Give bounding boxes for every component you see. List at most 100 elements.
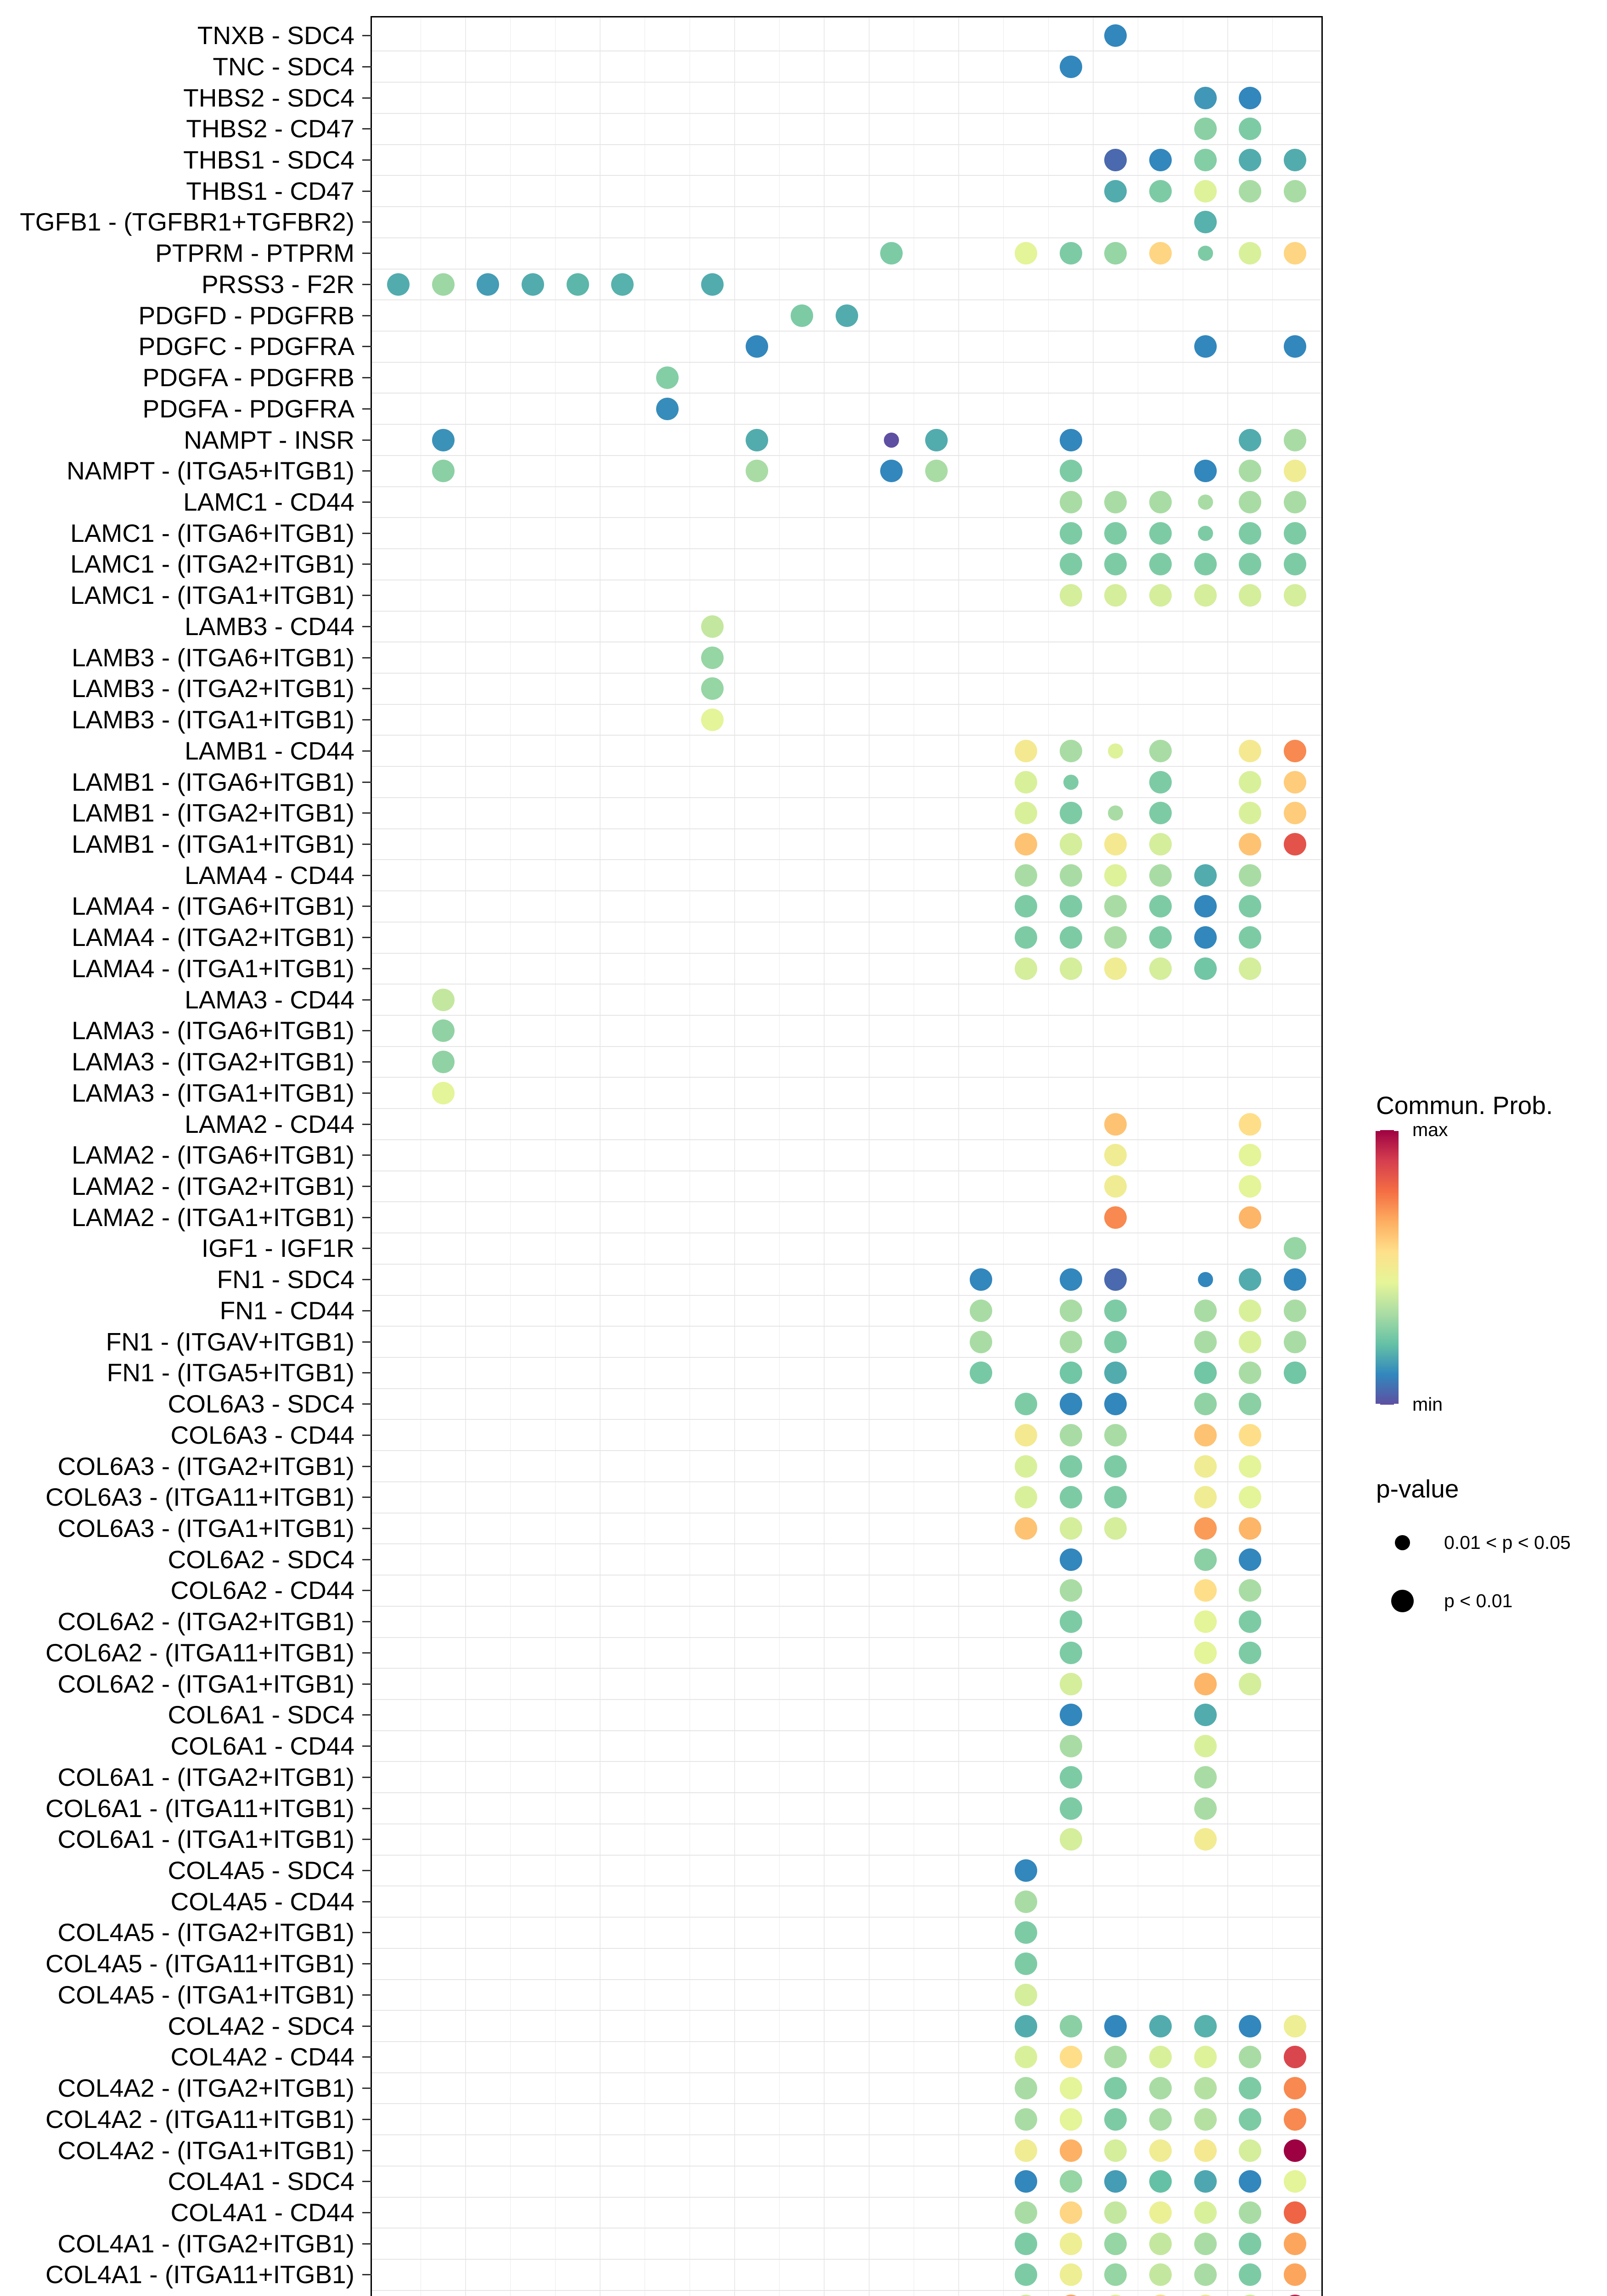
y-tick-label: LAMC1 - (ITGA1+ITGB1) xyxy=(70,581,354,610)
bubble xyxy=(1283,2232,1306,2255)
grid-line-horizontal xyxy=(371,1917,1322,1918)
grid-line-vertical xyxy=(689,17,690,2296)
y-tick xyxy=(362,1186,371,1187)
grid-line-horizontal xyxy=(371,2041,1322,2042)
y-tick-label: LAMB1 - CD44 xyxy=(185,736,354,765)
y-tick-label: LAMA2 - CD44 xyxy=(185,1109,354,1138)
y-tick-label: COL6A2 - SDC4 xyxy=(168,1545,354,1574)
bubble xyxy=(701,677,724,700)
bubble xyxy=(1104,2170,1127,2193)
grid-line-horizontal xyxy=(371,1823,1322,1824)
bubble xyxy=(1108,743,1124,759)
bubble xyxy=(1283,242,1306,265)
y-tick-label: COL4A1 - (ITGA2+ITGB1) xyxy=(57,2229,354,2258)
bubble xyxy=(1194,2015,1217,2037)
y-tick xyxy=(362,1994,371,1996)
y-tick-label: COL4A5 - (ITGA1+ITGB1) xyxy=(57,1980,354,2009)
bubble xyxy=(1059,55,1082,78)
bubble xyxy=(1104,2077,1127,2100)
y-tick xyxy=(362,2025,371,2027)
bubble xyxy=(1239,553,1262,576)
bubble xyxy=(432,460,455,483)
y-tick xyxy=(362,2243,371,2245)
grid-line-horizontal xyxy=(371,144,1322,145)
bubble xyxy=(1194,2108,1217,2131)
bubble xyxy=(1104,926,1127,949)
bubble xyxy=(1194,2046,1217,2069)
y-tick xyxy=(362,999,371,1001)
y-tick-label: COL6A3 - (ITGA11+ITGB1) xyxy=(45,1483,354,1512)
y-tick-label: COL6A3 - CD44 xyxy=(170,1420,354,1449)
y-tick-label: LAMA3 - (ITGA2+ITGB1) xyxy=(72,1047,354,1076)
bubble xyxy=(880,242,903,265)
bubble xyxy=(611,273,634,296)
bubble xyxy=(1239,118,1262,141)
bubble xyxy=(1104,584,1127,607)
grid-line-horizontal xyxy=(371,486,1322,487)
y-tick xyxy=(362,1963,371,1965)
bubble xyxy=(1059,739,1082,762)
bubble xyxy=(1194,2263,1217,2286)
bubble xyxy=(1197,1272,1213,1288)
bubble xyxy=(1104,2139,1127,2162)
bubble xyxy=(1194,957,1217,980)
grid-line-vertical xyxy=(644,17,646,2296)
y-tick-label: NAMPT - INSR xyxy=(184,425,354,454)
y-tick xyxy=(362,1030,371,1032)
y-tick xyxy=(362,1901,371,1902)
y-tick xyxy=(362,97,371,99)
bubble xyxy=(1239,1486,1262,1509)
bubble xyxy=(1283,1299,1306,1322)
bubble xyxy=(1283,1362,1306,1384)
grid-line-horizontal xyxy=(371,517,1322,518)
bubble xyxy=(1239,1424,1262,1446)
bubble xyxy=(790,304,813,327)
bubble xyxy=(1239,1206,1262,1229)
bubble xyxy=(1239,428,1262,451)
bubble xyxy=(1059,2015,1082,2037)
y-tick-label: PDGFC - PDGFRA xyxy=(138,332,354,361)
bubble xyxy=(1104,1455,1127,1478)
bubble xyxy=(1283,2077,1306,2100)
bubble xyxy=(1059,1735,1082,1758)
bubble xyxy=(1059,926,1082,949)
grid-line-horizontal xyxy=(371,2165,1322,2167)
bubble xyxy=(1015,1393,1038,1416)
bubble xyxy=(1149,2077,1172,2100)
grid-line-horizontal xyxy=(371,2103,1322,2105)
bubble xyxy=(1239,1610,1262,1633)
bubble xyxy=(1239,2201,1262,2224)
bubble xyxy=(1239,2046,1262,2069)
bubble xyxy=(1015,2108,1038,2131)
y-tick-label: LAMA4 - (ITGA1+ITGB1) xyxy=(72,954,354,983)
y-tick-label: LAMA3 - (ITGA1+ITGB1) xyxy=(72,1078,354,1107)
bubble xyxy=(701,615,724,638)
bubble xyxy=(1015,2015,1038,2037)
y-tick-label: COL4A5 - (ITGA11+ITGB1) xyxy=(45,1949,354,1978)
bubble xyxy=(1283,739,1306,762)
bubble xyxy=(1239,2015,1262,2037)
grid-line-horizontal xyxy=(371,1792,1322,1794)
bubble xyxy=(1104,1299,1127,1322)
bubble xyxy=(1104,1486,1127,1509)
bubble xyxy=(701,709,724,732)
y-tick xyxy=(362,906,371,907)
y-tick xyxy=(362,2118,371,2120)
grid-line-horizontal xyxy=(371,1979,1322,1980)
bubble xyxy=(1059,1610,1082,1633)
y-tick-label: PRSS3 - F2R xyxy=(201,270,354,298)
y-tick-label: COL4A5 - SDC4 xyxy=(168,1856,354,1885)
y-tick xyxy=(362,408,371,410)
y-tick-label: COL4A1 - CD44 xyxy=(170,2198,354,2227)
bubble xyxy=(1239,739,1262,762)
bubble xyxy=(1015,2170,1038,2193)
bubble xyxy=(1194,2201,1217,2224)
colorbar-tick xyxy=(1376,1130,1380,1131)
bubble xyxy=(1194,2232,1217,2255)
y-tick-label: COL4A1 - SDC4 xyxy=(168,2167,354,2196)
y-tick xyxy=(362,1497,371,1498)
bubble xyxy=(1283,2263,1306,2286)
bubble xyxy=(1104,522,1127,545)
y-tick-label: COL4A5 - (ITGA2+ITGB1) xyxy=(57,1918,354,1947)
bubble xyxy=(1194,1735,1217,1758)
